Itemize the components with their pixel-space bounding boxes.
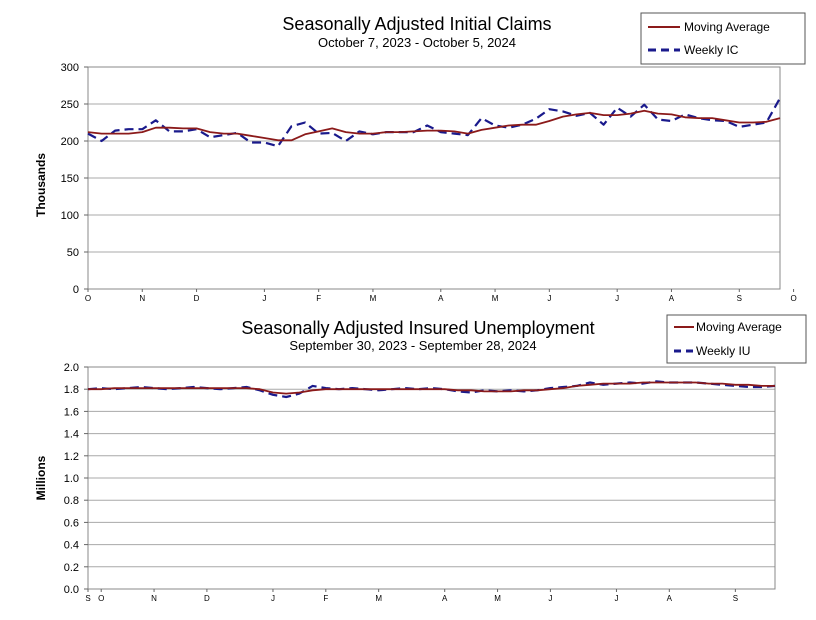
chart2-x-tick-label: M: [375, 594, 382, 603]
chart2-legend-box: [666, 314, 807, 364]
chart1-gridlines: [88, 66, 780, 253]
chart2-y-tick-label: 1.2: [64, 451, 79, 463]
chart1-x-tick-label: J: [547, 294, 551, 303]
chart2-x-tick-label: S: [733, 594, 738, 603]
chart1-y-tick-label: 0: [73, 284, 79, 296]
chart1-legend-box: [640, 12, 806, 65]
chart2-series-moving-average: [88, 381, 775, 395]
chart1-series-moving-average: [87, 109, 781, 142]
chart2-y-tick-label: 1.8: [64, 384, 79, 396]
chart2-x-tick-label: J: [271, 594, 275, 603]
chart1-y-tick-label: 100: [61, 210, 79, 222]
chart2-x-tick-label: N: [151, 594, 157, 603]
chart1-legend: Moving Average Weekly IC: [640, 12, 806, 65]
chart1-legend-ma-label: Moving Average: [684, 20, 770, 34]
chart2-gridlines: [88, 366, 775, 568]
chart2-legend: Moving Average Weekly IU: [666, 314, 807, 364]
chart2-y-tick-label: 0.8: [64, 495, 79, 507]
chart2-title: Seasonally Adjusted Insured Unemployment: [241, 318, 594, 338]
chart2-x-tick-label: F: [323, 594, 328, 603]
chart1-subtitle: October 7, 2023 - October 5, 2024: [318, 35, 516, 50]
chart2-y-tick-label: 0.6: [64, 517, 79, 529]
chart1-x-tick-label: J: [615, 294, 619, 303]
chart2-y-tick-label: 2.0: [64, 362, 79, 374]
chart2-y-tick-label: 1.0: [64, 473, 79, 485]
chart2-y-tick-label: 1.6: [64, 406, 79, 418]
chart2-series: [87, 380, 776, 399]
chart2-legend-ma-label: Moving Average: [696, 320, 782, 334]
chart2-y-tick-label: 1.4: [64, 429, 79, 441]
chart2-x-tick-label: J: [548, 594, 552, 603]
chart1-x-tick-label: O: [790, 294, 796, 303]
chart2-y-axis-label: Millions: [34, 455, 48, 500]
chart1-series: [87, 97, 781, 148]
chart2-y-tick-label: 0.2: [64, 562, 79, 574]
chart2-x-tick-label: O: [98, 594, 104, 603]
chart2-x-tick-label: A: [442, 594, 448, 603]
chart1-y-tick-label: 300: [61, 62, 79, 74]
chart-insured-unemployment: Seasonally Adjusted Insured Unemployment…: [34, 314, 807, 603]
chart1-y-ticks: 0 50 100 150 200 250 300: [61, 62, 88, 296]
chart2-x-tick-label: D: [204, 594, 210, 603]
chart2-legend-weekly-label: Weekly IU: [696, 344, 750, 358]
chart1-x-tick-label: M: [370, 294, 377, 303]
chart1-legend-weekly-label: Weekly IC: [684, 43, 739, 57]
chart1-x-tick-label: A: [438, 294, 444, 303]
chart2-x-tick-label: A: [667, 594, 673, 603]
chart2-y-ticks: 0.0 0.2 0.4 0.6 0.8 1.0 1.2 1.4 1.6 1.8 2.0: [64, 362, 88, 596]
chart1-x-tick-label: O: [85, 294, 91, 303]
chart1-y-tick-label: 250: [61, 99, 79, 111]
chart2-x-tick-label: M: [494, 594, 501, 603]
chart1-x-tick-label: M: [492, 294, 499, 303]
chart2-x-tick-label: J: [614, 594, 618, 603]
chart1-x-tick-label: N: [139, 294, 145, 303]
chart2-x-tick-label: S: [85, 594, 90, 603]
chart1-title: Seasonally Adjusted Initial Claims: [282, 14, 551, 34]
chart1-y-axis-label: Thousands: [34, 153, 48, 217]
chart-initial-claims: Seasonally Adjusted Initial Claims Octob…: [34, 12, 806, 303]
chart1-series-weekly: [87, 97, 781, 148]
chart1-x-tick-label: J: [262, 294, 266, 303]
chart1-x-tick-label: F: [316, 294, 321, 303]
chart1-x-tick-label: S: [737, 294, 742, 303]
chart1-y-tick-label: 50: [67, 247, 79, 259]
chart2-subtitle: September 30, 2023 - September 28, 2024: [289, 338, 536, 353]
chart2-y-tick-label: 0.0: [64, 584, 79, 596]
chart1-x-tick-label: D: [194, 294, 200, 303]
chart2-y-tick-label: 0.4: [64, 540, 79, 552]
chart1-x-tick-label: A: [669, 294, 675, 303]
chart1-y-tick-label: 200: [61, 136, 79, 148]
chart1-y-tick-label: 150: [61, 173, 79, 185]
